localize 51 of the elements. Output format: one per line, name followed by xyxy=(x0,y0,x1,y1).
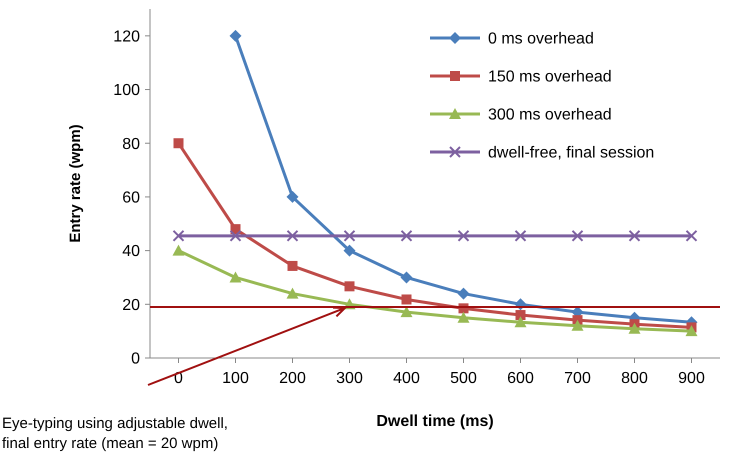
point xyxy=(286,190,298,203)
text: Eye-typing using adjustable dwell, final entry rate (mean = 20 wpm) xyxy=(2,415,228,452)
legend-label: 300 ms overhead xyxy=(488,106,612,124)
point xyxy=(458,312,470,323)
point xyxy=(686,230,698,242)
point xyxy=(286,288,298,299)
point xyxy=(572,320,584,331)
legend-label: dwell-free, final session xyxy=(488,144,654,162)
point xyxy=(514,316,526,328)
point xyxy=(344,244,356,257)
point xyxy=(286,230,298,242)
point xyxy=(174,138,184,148)
x-tick-label: 100 xyxy=(222,370,249,387)
point xyxy=(172,244,184,256)
y-tick-label: 20 xyxy=(122,296,140,314)
y-axis-title: Entry rate (wpm) xyxy=(67,124,84,243)
point xyxy=(686,325,698,336)
point xyxy=(516,310,526,320)
point xyxy=(628,322,640,334)
legend-label: 150 ms overhead xyxy=(488,68,612,86)
y-tick-label: 40 xyxy=(122,243,140,260)
point xyxy=(402,294,412,304)
point xyxy=(172,230,184,242)
point xyxy=(400,271,412,284)
y-tick-label: 60 xyxy=(122,190,140,207)
x-tick-label: 500 xyxy=(450,370,477,387)
point xyxy=(230,30,242,42)
x-tick-label: 600 xyxy=(507,370,534,387)
x-tick-label: 700 xyxy=(564,370,591,387)
x-axis-title: Dwell time (ms) xyxy=(376,413,494,430)
point xyxy=(288,260,298,271)
point xyxy=(230,271,242,282)
point xyxy=(230,230,242,242)
legend-label: 0 ms overhead xyxy=(488,30,594,48)
point xyxy=(572,230,584,242)
y-tick-label: 120 xyxy=(113,28,140,46)
point xyxy=(628,230,640,242)
point xyxy=(344,281,354,292)
point xyxy=(400,230,412,242)
y-tick-label: 80 xyxy=(122,136,140,153)
point xyxy=(514,230,526,242)
x-tick-label: 300 xyxy=(336,370,363,387)
point xyxy=(344,230,356,242)
x-tick-label: 400 xyxy=(393,370,420,387)
x-tick-label: 900 xyxy=(678,370,705,387)
x-tick-label: 200 xyxy=(279,370,306,387)
point xyxy=(458,230,470,242)
point xyxy=(458,288,470,300)
y-tick-label: 0 xyxy=(131,350,140,368)
x-tick-label: 800 xyxy=(621,370,648,387)
y-tick-label: 100 xyxy=(113,82,140,100)
